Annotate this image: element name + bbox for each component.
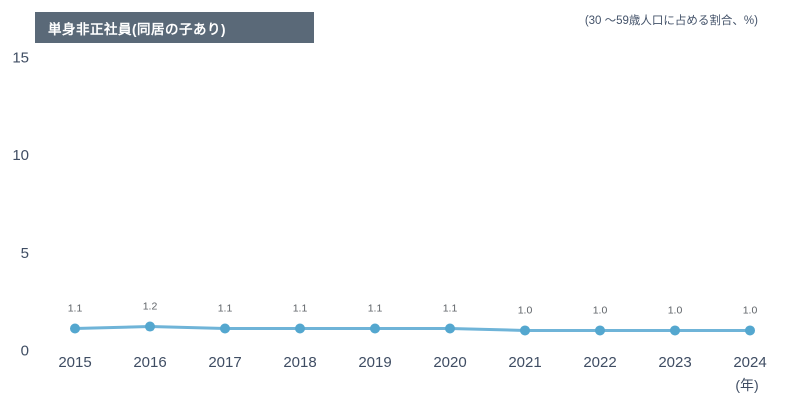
data-point-label: 1.1 [443, 303, 458, 315]
x-axis-tick-label: 2019 [358, 354, 391, 371]
data-point [595, 325, 605, 336]
chart-title-badge: 単身非正社員(同居の子あり) [35, 12, 314, 43]
data-point-label: 1.0 [518, 304, 533, 316]
data-point-label: 1.2 [143, 301, 158, 313]
data-point [520, 325, 530, 336]
axis-unit-note: (30 〜59歳人口に占める割合、%) [584, 15, 758, 27]
data-point-label: 1.1 [218, 303, 233, 315]
x-axis-tick-label: 2024 [733, 354, 766, 371]
data-point [145, 321, 155, 332]
data-point-label: 1.1 [368, 303, 383, 315]
data-point-label: 1.0 [668, 304, 683, 316]
x-axis-tick-label: 2018 [283, 354, 316, 371]
y-axis-tick-label: 10 [12, 147, 29, 164]
x-axis-tick-label: 2021 [508, 354, 541, 371]
x-axis-tick-label: 2017 [208, 354, 241, 371]
y-axis-tick-label: 15 [12, 50, 29, 67]
data-point-label: 1.0 [743, 304, 758, 316]
y-axis-tick-label: 0 [21, 343, 29, 360]
x-axis-tick-label: 2022 [583, 354, 616, 371]
data-point [70, 323, 80, 334]
data-point [370, 323, 380, 334]
x-axis-tick-label: 2020 [433, 354, 466, 371]
data-point [220, 323, 230, 334]
data-point-label: 1.1 [68, 303, 83, 315]
x-axis-tick-label: 2016 [133, 354, 166, 371]
series-line [73, 325, 752, 332]
x-axis-tick-label: 2015 [58, 354, 91, 371]
data-point [445, 323, 455, 334]
data-point [295, 323, 305, 334]
y-axis-tick-label: 5 [21, 245, 29, 262]
data-point-label: 1.1 [293, 303, 308, 315]
data-point-label: 1.0 [593, 304, 608, 316]
data-point [745, 325, 755, 336]
data-point [670, 325, 680, 336]
x-axis-unit-label: (年) [735, 377, 758, 393]
x-axis-tick-label: 2023 [658, 354, 691, 371]
